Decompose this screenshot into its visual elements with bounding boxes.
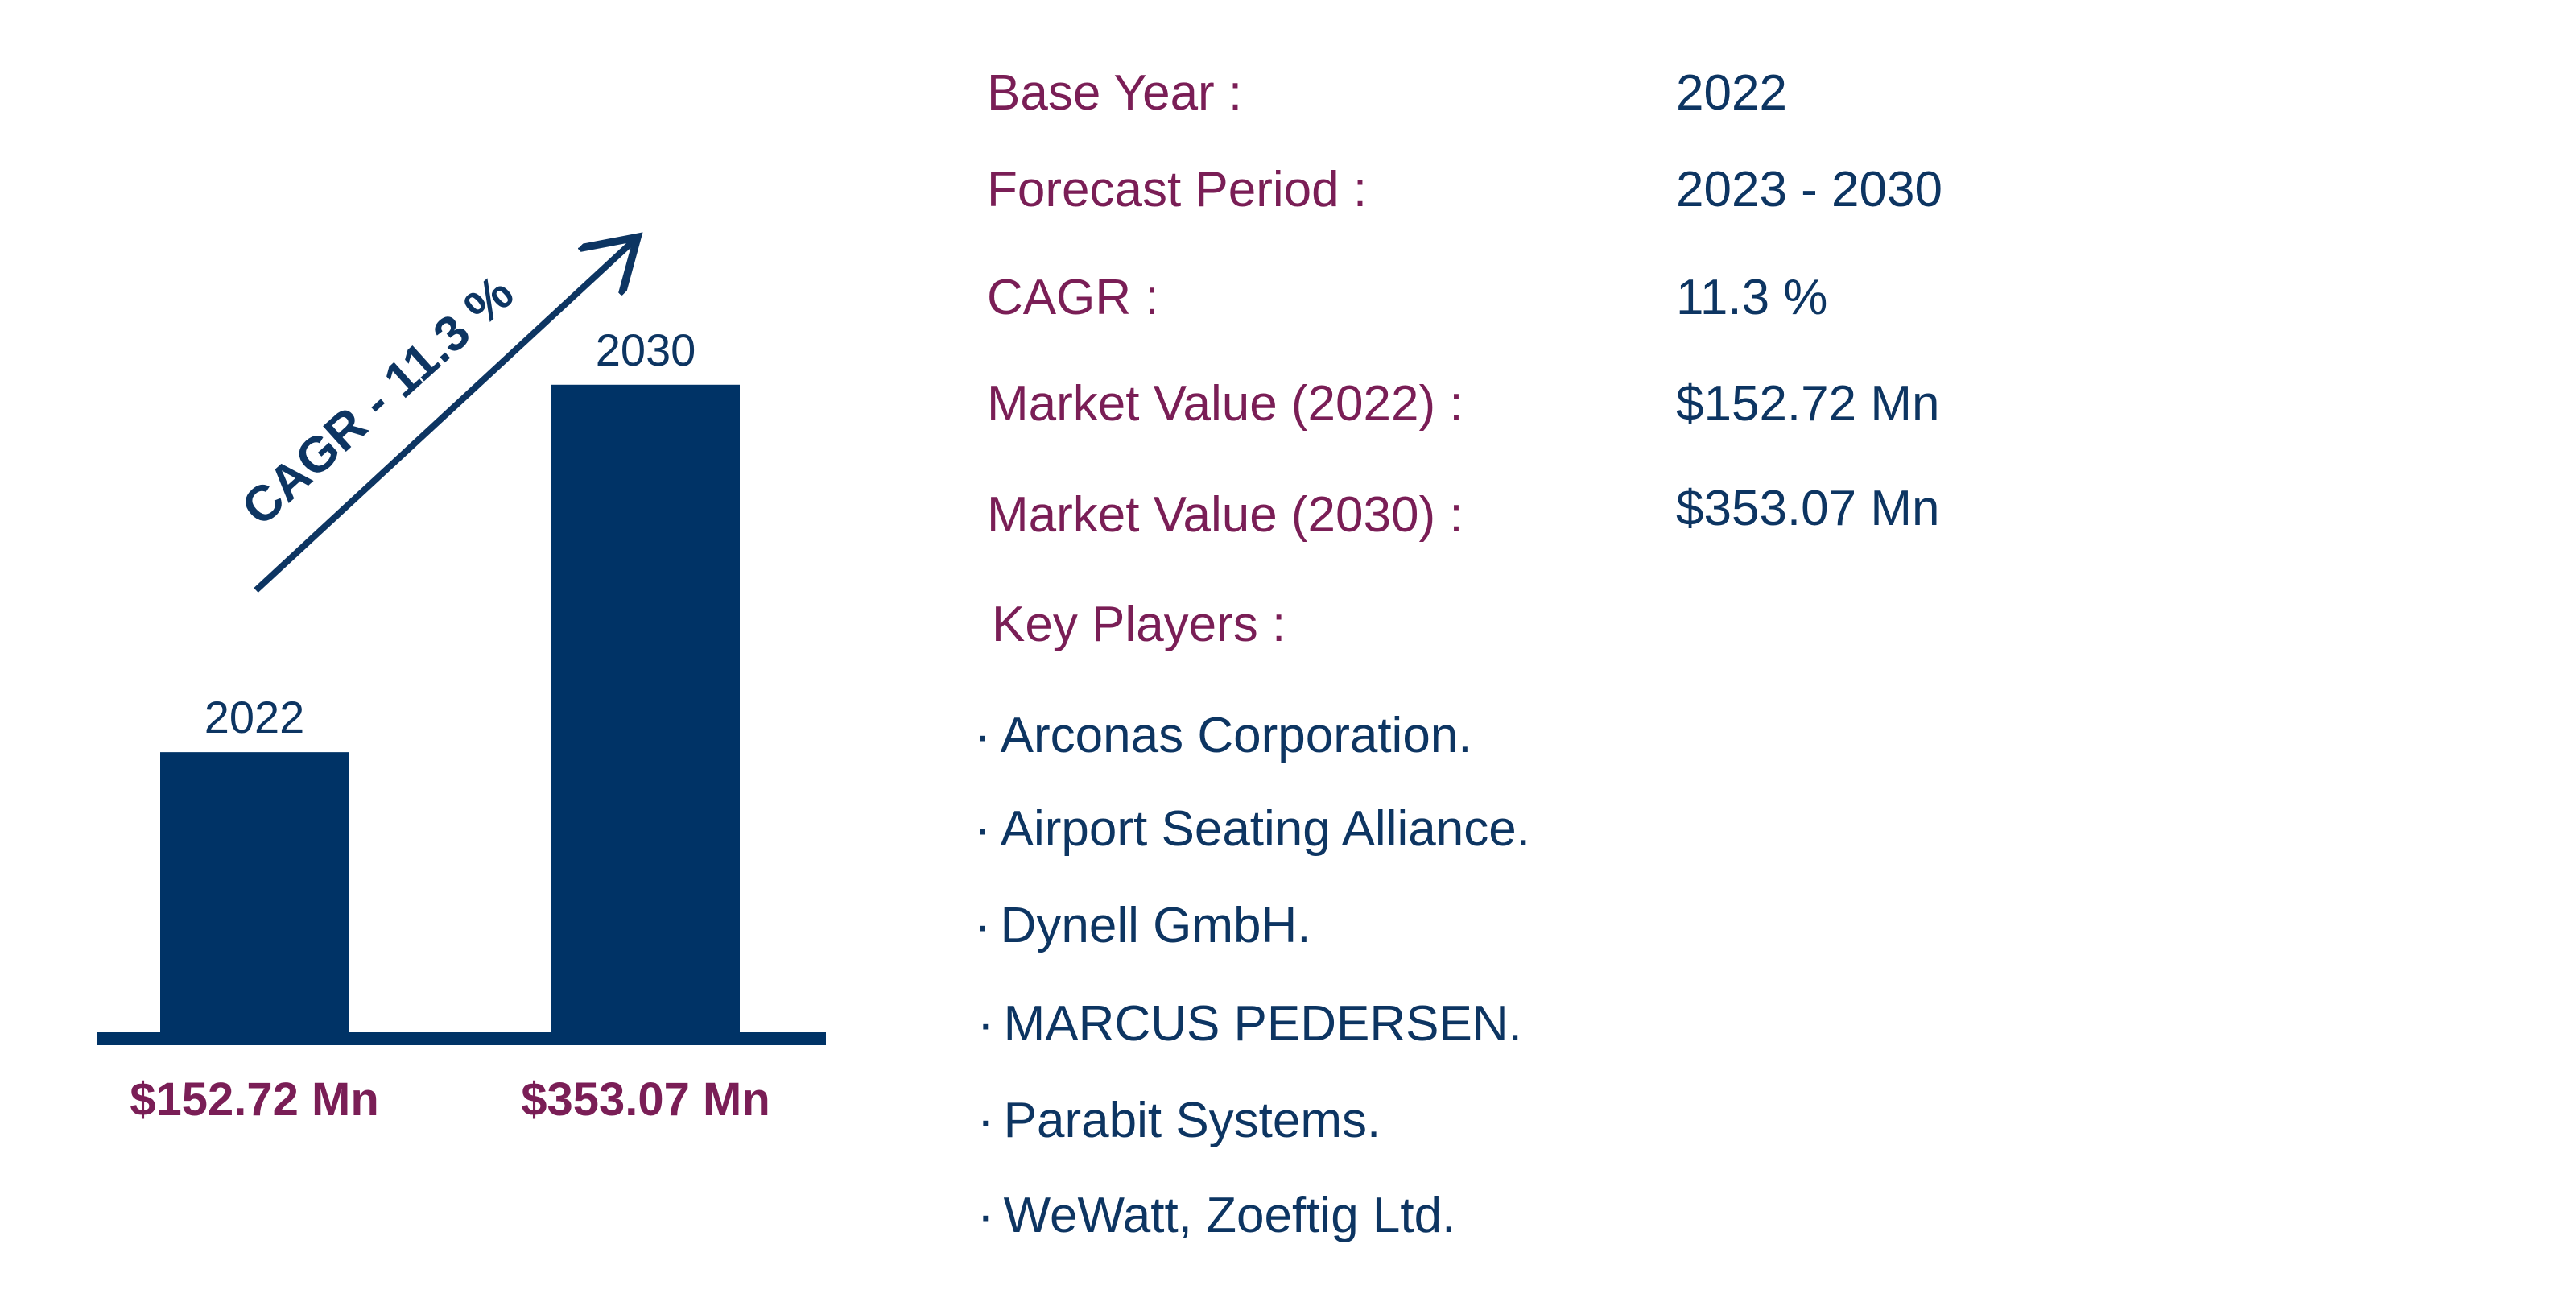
key-player-item: · WeWatt, Zoeftig Ltd. (977, 1187, 1455, 1244)
key-player-name: Airport Seating Alliance. (1000, 801, 1530, 857)
key-player-item: · Airport Seating Alliance. (974, 800, 1530, 858)
info-row-value: $152.72 Mn (1676, 376, 1940, 432)
bullet-icon: · (977, 1093, 994, 1148)
key-player-name: WeWatt, Zoeftig Ltd. (1003, 1188, 1456, 1243)
info-row-label: Base Year : (987, 65, 1243, 121)
key-player-name: Arconas Corporation. (1000, 708, 1472, 763)
key-player-item: · Parabit Systems. (977, 1092, 1381, 1149)
market-info-panel: Base Year : 2022 Forecast Period : 2023 - 2… (974, 0, 2516, 1298)
bullet-icon: · (974, 801, 991, 857)
cagr-annotation: CAGR - 11.3 % (231, 265, 524, 536)
key-player-item: · Dynell GmbH. (974, 897, 1311, 954)
info-row: Forecast Period : 2023 - 2030 (987, 161, 2516, 225)
bullet-icon: · (977, 996, 994, 1052)
bar-2022 (160, 752, 349, 1032)
info-row: CAGR : 11.3 % (987, 269, 2516, 333)
info-row: Market Value (2022) : $152.72 Mn (987, 375, 2516, 440)
market-bar-chart: 2022 $152.72 Mn 2030 $353.07 Mn CAGR - 11.3… (97, 0, 826, 1126)
key-player-item: · MARCUS PEDERSEN. (977, 995, 1522, 1052)
key-player-name: MARCUS PEDERSEN. (1003, 996, 1522, 1052)
bar-year-label-2022: 2022 (204, 692, 305, 742)
info-row-label: CAGR : (987, 270, 1159, 325)
info-row-value: 2022 (1676, 65, 1787, 121)
bullet-icon: · (974, 898, 991, 953)
chart-baseline (97, 1032, 826, 1045)
growth-arrow (254, 242, 633, 593)
info-row: Market Value (2030) : $353.07 Mn (987, 481, 2516, 551)
info-row-value: 11.3 % (1676, 270, 1828, 325)
bar-value-label-2022: $152.72 Mn (130, 1073, 379, 1126)
bar-year-label-2030: 2030 (596, 324, 696, 375)
info-row-label: Market Value (2022) : (987, 376, 1463, 432)
bar-2030 (551, 384, 740, 1032)
key-players-label: Key Players : (992, 597, 1286, 652)
key-player-name: Parabit Systems. (1003, 1093, 1381, 1148)
info-row-label: Market Value (2030) : (987, 487, 1463, 543)
key-player-name: Dynell GmbH. (1000, 898, 1311, 953)
info-row-value: $353.07 Mn (1676, 481, 1940, 536)
bullet-icon: · (977, 1188, 994, 1243)
info-row-value: 2023 - 2030 (1676, 162, 1942, 217)
info-row: Base Year : 2022 (987, 64, 2516, 129)
key-player-item: · Arconas Corporation. (974, 707, 1472, 764)
info-row-label: Forecast Period : (987, 162, 1368, 217)
bullet-icon: · (974, 708, 991, 763)
bar-value-label-2030: $353.07 Mn (521, 1073, 770, 1126)
